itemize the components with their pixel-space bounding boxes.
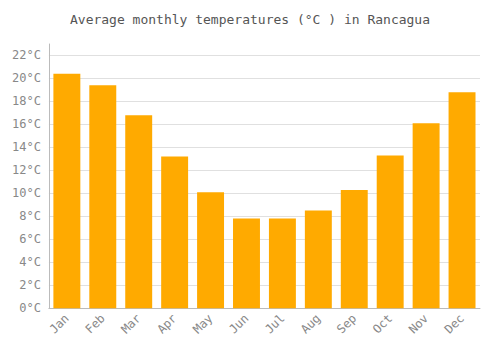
svg-text:14°C: 14°C — [12, 140, 41, 154]
svg-text:Nov: Nov — [406, 311, 431, 336]
svg-text:12°C: 12°C — [12, 163, 41, 177]
svg-text:22°C: 22°C — [12, 48, 41, 62]
svg-text:8°C: 8°C — [19, 209, 41, 223]
svg-text:16°C: 16°C — [12, 117, 41, 131]
svg-text:Oct: Oct — [370, 311, 395, 336]
svg-text:Jun: Jun — [226, 311, 251, 336]
svg-text:Dec: Dec — [442, 311, 467, 336]
svg-text:4°C: 4°C — [19, 255, 41, 269]
svg-text:20°C: 20°C — [12, 71, 41, 85]
svg-text:0°C: 0°C — [19, 301, 41, 315]
svg-text:May: May — [190, 311, 215, 336]
svg-text:Apr: Apr — [154, 311, 179, 336]
svg-text:Feb: Feb — [83, 311, 108, 336]
svg-text:2°C: 2°C — [19, 278, 41, 292]
svg-text:Sep: Sep — [334, 311, 359, 336]
svg-text:Jul: Jul — [262, 311, 287, 336]
svg-text:Jan: Jan — [47, 311, 72, 336]
svg-text:Aug: Aug — [298, 311, 323, 336]
svg-text:Average monthly temperatures (: Average monthly temperatures (°C ) in Ra… — [70, 12, 430, 27]
svg-text:Mar: Mar — [118, 311, 143, 336]
svg-text:6°C: 6°C — [19, 232, 41, 246]
svg-text:10°C: 10°C — [12, 186, 41, 200]
svg-text:18°C: 18°C — [12, 94, 41, 108]
